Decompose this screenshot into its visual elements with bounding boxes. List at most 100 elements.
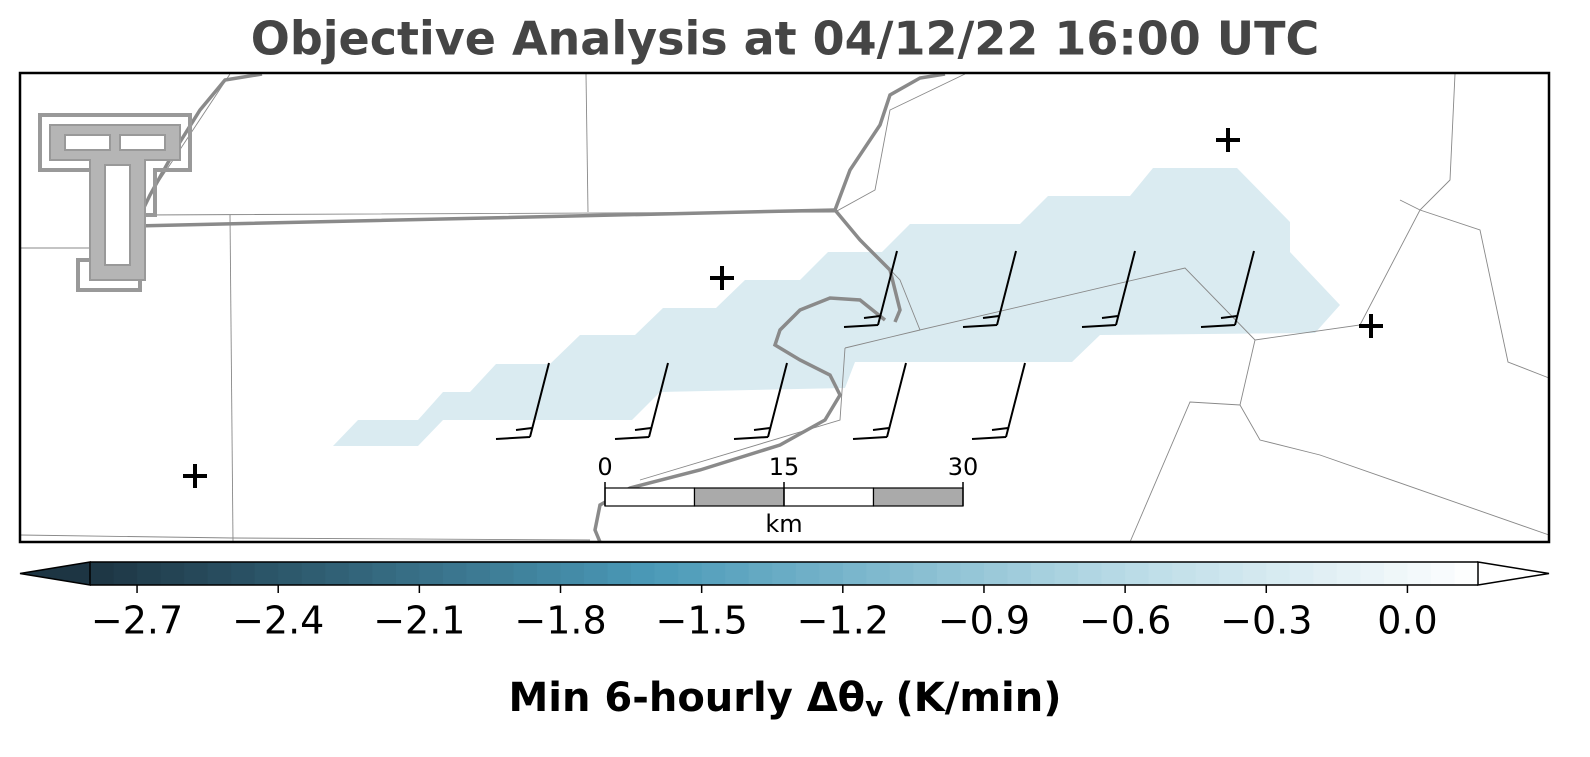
wind-barb xyxy=(1081,250,1136,328)
scale-segment xyxy=(693,487,785,507)
colorbar-step xyxy=(466,562,491,585)
colorbar-step xyxy=(1031,562,1056,585)
colorbar-step xyxy=(913,562,938,585)
colorbar-step xyxy=(1078,562,1103,585)
colorbar-step xyxy=(983,562,1008,585)
scale-segment xyxy=(872,487,964,507)
colorbar-tick-label: −2.7 xyxy=(91,599,183,643)
colorbar-extend-min xyxy=(19,561,91,586)
colorbar-step xyxy=(772,562,797,585)
colorbar-step xyxy=(1289,562,1314,585)
colorbar-outline xyxy=(90,561,1478,586)
wind-barb xyxy=(971,362,1026,440)
colorbar-step xyxy=(395,562,420,585)
colorbar-tick-label: −1.8 xyxy=(514,599,606,643)
colorbar-step xyxy=(489,562,514,585)
colorbar-step xyxy=(607,562,632,585)
colorbar-step xyxy=(1219,562,1244,585)
colorbar-step xyxy=(113,562,138,585)
colorbar-step xyxy=(560,562,585,585)
colorbar-tick-label: −2.4 xyxy=(232,599,324,643)
colorbar-step xyxy=(90,562,115,585)
borders xyxy=(19,73,1550,543)
colorbar-step xyxy=(631,562,656,585)
shaded-region xyxy=(333,168,1340,446)
colorbar-step xyxy=(1172,562,1197,585)
label-subscript: v xyxy=(865,690,883,723)
colorbar-step xyxy=(254,562,279,585)
colorbar-step xyxy=(372,562,397,585)
wind-barb xyxy=(495,362,550,440)
colorbar-step xyxy=(1313,562,1338,585)
colorbar-step xyxy=(795,562,820,585)
logo xyxy=(38,113,192,292)
colorbar-step xyxy=(889,562,914,585)
colorbar-step xyxy=(278,562,303,585)
colorbar-step xyxy=(1454,562,1479,585)
colorbar-tick-label: 0.0 xyxy=(1377,599,1437,643)
colorbar-step xyxy=(1336,562,1361,585)
wind-barb xyxy=(843,250,898,328)
colorbar-tick-label: −2.1 xyxy=(373,599,465,643)
colorbar-step xyxy=(819,562,844,585)
colorbar-step xyxy=(184,562,209,585)
colorbar-step xyxy=(866,562,891,585)
wind-barb xyxy=(733,362,788,440)
colorbar-tick-label: −0.9 xyxy=(938,599,1030,643)
colorbar-step xyxy=(654,562,679,585)
colorbar-step xyxy=(536,562,562,585)
colorbar-step xyxy=(1125,562,1150,585)
scale-segment xyxy=(783,487,875,507)
colorbar-step xyxy=(748,562,773,585)
colorbar-step xyxy=(936,562,961,585)
colorbar-step xyxy=(1360,562,1385,585)
colorbar-step xyxy=(419,562,444,585)
map-frame xyxy=(18,71,1551,544)
scale-segment xyxy=(604,487,696,507)
colorbar-step xyxy=(1383,562,1408,585)
wind-barb xyxy=(962,250,1017,328)
colorbar-step xyxy=(1430,562,1455,585)
colorbar-step xyxy=(348,562,373,585)
label-text: Min 6-hourly Δθ xyxy=(509,675,866,721)
colorbar-step xyxy=(1266,562,1291,585)
station-markers xyxy=(183,128,1383,488)
scale-bar: 0 15 30 km xyxy=(597,453,978,538)
wind-barb xyxy=(614,362,669,440)
scale-tick-label: 0 xyxy=(597,453,612,481)
scale-unit: km xyxy=(765,510,802,538)
colorbar-step xyxy=(325,562,350,585)
wind-barb xyxy=(1200,250,1255,328)
colorbar-step xyxy=(207,562,232,585)
colorbar-step xyxy=(678,562,703,585)
colorbar-step xyxy=(513,562,538,585)
label-suffix: (K/min) xyxy=(895,675,1061,721)
colorbar-step xyxy=(842,562,867,585)
scale-tick-label: 15 xyxy=(769,453,800,481)
colorbar-step xyxy=(137,562,162,585)
colorbar-label: Min 6-hourly Δθv (K/min) xyxy=(509,675,1062,723)
colorbar-step xyxy=(301,562,326,585)
wind-barb xyxy=(852,362,907,440)
colorbar-step xyxy=(1101,562,1126,585)
colorbar-step xyxy=(1195,562,1220,585)
colorbar-extend-max xyxy=(1477,561,1550,586)
colorbar-step xyxy=(584,562,609,585)
colorbar-tick-label: −0.3 xyxy=(1220,599,1312,643)
colorbar-step xyxy=(701,562,726,585)
colorbar-step xyxy=(442,562,467,585)
colorbar-tick-label: −1.5 xyxy=(656,599,748,643)
colorbar-step xyxy=(1242,562,1267,585)
map xyxy=(18,71,1551,544)
scale-tick-label: 30 xyxy=(948,453,979,481)
colorbar-step xyxy=(725,562,750,585)
colorbar-step xyxy=(1007,562,1032,585)
wind-barbs xyxy=(495,250,1255,440)
colorbar-step xyxy=(231,562,256,585)
colorbar-step xyxy=(1054,562,1079,585)
colorbar-step xyxy=(1148,562,1173,585)
colorbar-step xyxy=(160,562,185,585)
colorbar-tick-label: −1.2 xyxy=(797,599,889,643)
colorbar-tick-label: −0.6 xyxy=(1079,599,1171,643)
